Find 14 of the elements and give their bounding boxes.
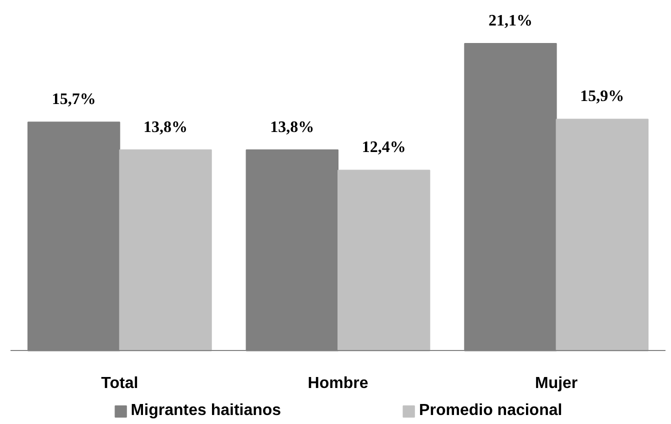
legend-label: Promedio nacional <box>419 402 562 420</box>
bar <box>119 149 212 352</box>
x-tick-label: Total <box>101 374 138 392</box>
bar <box>556 118 649 352</box>
data-label: 21,1% <box>488 12 532 30</box>
data-label: 13,8% <box>144 118 188 136</box>
data-label: 12,4% <box>362 139 406 156</box>
data-label: 15,7% <box>52 91 96 108</box>
bar <box>338 170 430 352</box>
x-tick-label: Mujer <box>534 374 578 392</box>
data-label: 13,8% <box>270 118 314 136</box>
legend-label: Migrantes haitianos <box>130 402 282 420</box>
data-label: 15,9% <box>580 88 624 106</box>
x-tick-label: Hombre <box>308 374 368 392</box>
